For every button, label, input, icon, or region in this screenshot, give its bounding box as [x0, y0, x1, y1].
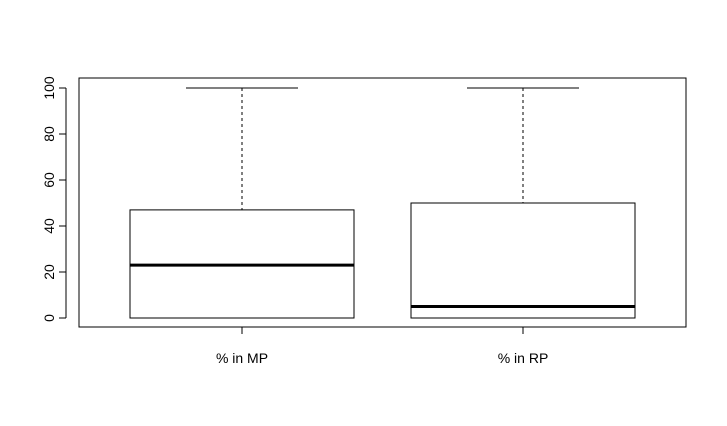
plot-frame [78, 77, 687, 328]
y-tick-label: 60 [41, 172, 57, 188]
y-tick-label: 80 [41, 126, 57, 142]
y-tick-label: 100 [41, 76, 57, 100]
y-tick-label: 20 [41, 264, 57, 280]
y-tick-label: 40 [41, 218, 57, 234]
x-category-label: % in MP [216, 350, 268, 366]
y-tick-label: 0 [41, 314, 57, 322]
x-category-label: % in RP [498, 350, 549, 366]
box-iqr [410, 202, 636, 319]
